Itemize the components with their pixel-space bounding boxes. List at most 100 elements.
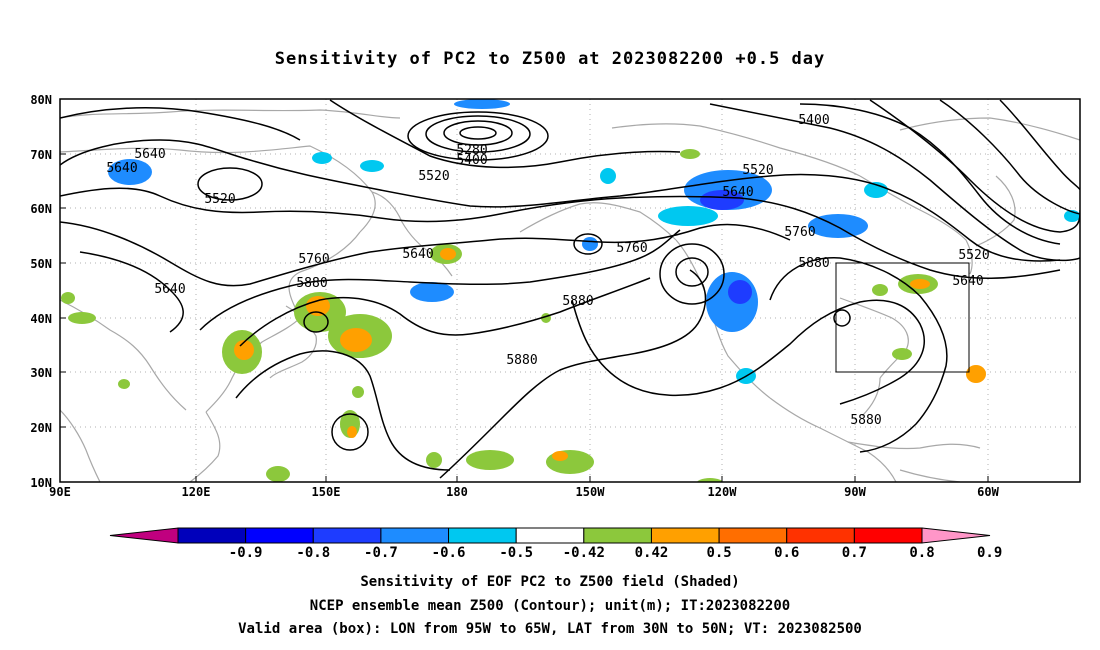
lon-label: 150W <box>576 485 606 499</box>
colorbar-tick-label: -0.7 <box>364 545 398 561</box>
colorbar-tick-label: 0.7 <box>842 545 867 561</box>
shading-orange <box>234 340 254 360</box>
contour-label: 5640 <box>952 274 983 289</box>
contour-label: 5520 <box>418 169 449 184</box>
shading-green <box>696 478 724 482</box>
lat-label: 70N <box>30 148 52 162</box>
lon-label: 60W <box>977 485 999 499</box>
shading-blue <box>706 272 758 332</box>
lon-label: 90E <box>49 485 71 499</box>
contour-label: 5280 <box>456 143 487 158</box>
shading-green <box>680 149 700 159</box>
colorbar-tick-label: 0.6 <box>774 545 799 561</box>
colorbar-swatch <box>380 527 450 544</box>
contour-label: 5640 <box>402 247 433 262</box>
lat-label: 10N <box>30 476 52 490</box>
shading-blue <box>410 282 454 302</box>
shading-orange <box>966 365 986 383</box>
contour-label: 5760 <box>616 241 647 256</box>
colorbar-tick-label: 0.8 <box>909 545 934 561</box>
shading-orange <box>552 451 568 461</box>
colorbar-swatch <box>650 527 720 544</box>
shading-orange <box>306 296 330 316</box>
caption-line-1: Sensitivity of EOF PC2 to Z500 field (Sh… <box>360 574 740 590</box>
colorbar-swatch <box>583 527 652 544</box>
colorbar-swatch <box>718 527 788 544</box>
shading-deep-blue <box>700 190 744 210</box>
shading-orange <box>340 328 372 352</box>
shading-green <box>266 466 290 482</box>
contour-labels: 5640 5640 5520 5640 5280 5400 5520 5400 … <box>106 113 989 428</box>
shading-cyan <box>360 160 384 172</box>
shading-green <box>352 386 364 398</box>
shading-deep-blue <box>728 280 752 304</box>
shading-green <box>466 450 514 470</box>
grid-lines <box>60 99 1080 482</box>
caption-line-3: Valid area (box): LON from 95W to 65W, L… <box>238 621 862 637</box>
lat-label: 50N <box>30 257 52 271</box>
map-panel: 5640 5640 5520 5640 5280 5400 5520 5400 … <box>30 93 1081 499</box>
contour-label: 5880 <box>296 276 327 291</box>
map-title: Sensitivity of PC2 to Z500 at 2023082200… <box>274 49 826 69</box>
valid-area-box <box>835 262 970 373</box>
shading-blue <box>108 159 152 185</box>
contour-label: 5760 <box>784 225 815 240</box>
lat-label: 60N <box>30 202 52 216</box>
shading-green <box>68 312 96 324</box>
shading-blue <box>582 237 598 251</box>
colorbar: -0.9 -0.8 -0.7 -0.6 -0.5 -0.42 0.42 0.5 0.6 0.7 0.… <box>109 527 1002 561</box>
contour-label: 5640 <box>106 161 137 176</box>
lat-label: 20N <box>30 421 52 435</box>
shading-orange <box>347 426 357 438</box>
colorbar-swatch <box>177 527 247 544</box>
shading-cyan <box>658 206 718 226</box>
contour-label: 5880 <box>798 256 829 271</box>
lon-label: 120W <box>708 485 738 499</box>
sensitivity-shading <box>61 99 1080 482</box>
colorbar-tick-label: 0.5 <box>706 545 731 561</box>
caption-line-2: NCEP ensemble mean Z500 (Contour); unit(… <box>309 598 791 614</box>
lon-label: 120E <box>182 485 211 499</box>
shading-green <box>118 379 130 389</box>
contour-label: 5880 <box>850 413 881 428</box>
lat-label: 40N <box>30 312 52 326</box>
colorbar-tick-label: 0.42 <box>635 545 669 561</box>
coastlines <box>60 109 1080 482</box>
lon-label: 150E <box>312 485 341 499</box>
colorbar-tick-label: -0.42 <box>563 545 605 561</box>
lon-label: 90W <box>844 485 866 499</box>
contour-label: 5640 <box>722 185 753 200</box>
contour-label: 5640 <box>154 282 185 297</box>
contour-label: 5880 <box>562 294 593 309</box>
shading-orange <box>440 248 456 260</box>
colorbar-swatch <box>245 527 314 544</box>
map-frame <box>59 98 1081 483</box>
longitude-labels: 90E 120E 150E 180 150W 120W 90W 60W <box>49 485 999 499</box>
lon-label: 180 <box>446 485 468 499</box>
shading-cyan <box>600 168 616 184</box>
contour-label: 5520 <box>742 163 773 178</box>
lat-label: 30N <box>30 366 52 380</box>
colorbar-swatch <box>786 527 855 544</box>
contour-label: 5520 <box>958 248 989 263</box>
colorbar-extend-low <box>109 527 179 544</box>
contour-label: 5760 <box>298 252 329 267</box>
shading-cyan <box>312 152 332 164</box>
shading-blue <box>454 99 510 109</box>
colorbar-tick-label: -0.6 <box>432 545 466 561</box>
lat-label: 80N <box>30 93 52 107</box>
colorbar-extend-high <box>921 527 991 544</box>
shading-green <box>892 348 912 360</box>
colorbar-tick-label: -0.8 <box>296 545 330 561</box>
z500-contours <box>60 99 1080 479</box>
shading-green <box>872 284 888 296</box>
shading-green <box>61 292 75 304</box>
latitude-labels: 80N 70N 60N 50N 40N 30N 20N 10N <box>30 93 52 490</box>
colorbar-swatch <box>448 527 517 544</box>
contour-label: 5400 <box>798 113 829 128</box>
contour-label: 5520 <box>204 192 235 207</box>
colorbar-tick-label: -0.9 <box>229 545 263 561</box>
colorbar-swatch <box>312 527 382 544</box>
colorbar-tick-label: 0.9 <box>977 545 1002 561</box>
